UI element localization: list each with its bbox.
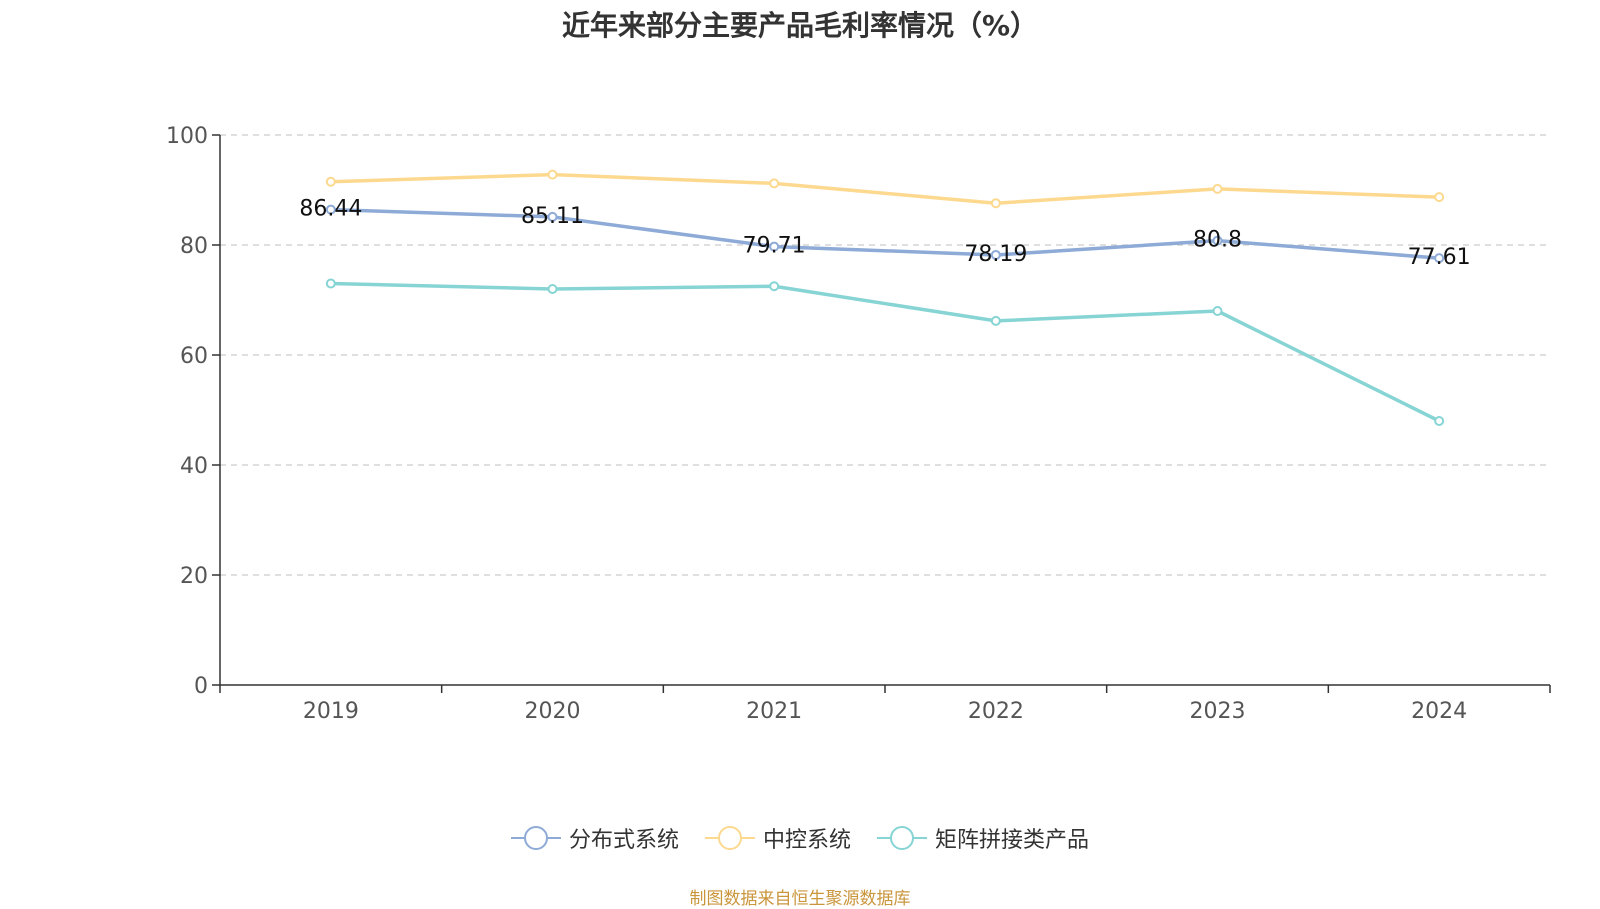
- axes: 0 20 40 60 80 100 2019 2020 2021 2022 2023 2024: [166, 124, 1551, 724]
- legend-line-marker-icon: [877, 825, 927, 851]
- x-tick-label: 2022: [968, 699, 1024, 724]
- data-labels: 86.44 85.11 79.71 78.19 80.8 77.61: [299, 197, 1470, 271]
- data-label: 86.44: [299, 197, 362, 222]
- data-point: [769, 178, 780, 189]
- legend-line-marker-icon: [704, 825, 755, 851]
- legend-item[interactable]: 矩阵拼接类产品: [877, 822, 1089, 854]
- data-label: 79.71: [743, 234, 806, 259]
- data-point: [769, 241, 780, 252]
- y-tick-label: 60: [180, 344, 208, 369]
- x-tick-label: 2023: [1190, 699, 1246, 724]
- y-tick-label: 40: [180, 454, 208, 479]
- data-point: [1434, 253, 1445, 264]
- x-tick-label: 2020: [525, 699, 581, 724]
- gridlines: [220, 134, 1550, 576]
- legend-label: 矩阵拼接类产品: [935, 828, 1090, 853]
- data-point: [547, 169, 558, 180]
- data-point: [1434, 416, 1445, 426]
- legend: 分布式系统 中控系统 矩阵拼接类产品: [0, 822, 1600, 854]
- data-point: [1434, 192, 1445, 203]
- y-tick-label: 20: [180, 564, 208, 589]
- legend-item[interactable]: 中控系统: [704, 822, 851, 854]
- data-point: [1212, 235, 1223, 246]
- data-point: [769, 281, 780, 292]
- source-note: 制图数据来自恒生聚源数据库: [689, 889, 911, 909]
- data-point: [325, 204, 336, 215]
- legend-line-marker-icon: [510, 825, 561, 851]
- data-label: 77.61: [1408, 245, 1471, 270]
- series-line: [330, 172, 1440, 205]
- data-point: [990, 198, 1001, 209]
- series-line: [330, 281, 1440, 423]
- legend-item[interactable]: 分布式系统: [510, 822, 679, 854]
- series-lines: [325, 169, 1445, 426]
- legend-label: 分布式系统: [568, 828, 679, 853]
- data-point: [1212, 183, 1223, 194]
- data-label: 85.11: [521, 204, 584, 229]
- data-point: [325, 176, 336, 187]
- x-tick-label: 2019: [303, 699, 359, 724]
- y-tick-label: 0: [194, 674, 208, 699]
- data-label: 78.19: [964, 242, 1027, 267]
- x-tick-label: 2024: [1411, 699, 1467, 724]
- y-tick-label: 80: [180, 234, 208, 259]
- series-line: [330, 207, 1440, 260]
- data-point: [1212, 306, 1223, 316]
- y-tick-label: 100: [166, 124, 208, 149]
- data-label: 80.8: [1193, 228, 1242, 253]
- data-point: [325, 278, 336, 289]
- data-point: [547, 284, 558, 294]
- legend-label: 中控系统: [762, 828, 851, 853]
- data-point: [990, 249, 1001, 260]
- chart-title: 近年来部分主要产品毛利率情况（%）: [561, 9, 1039, 42]
- data-point: [547, 211, 558, 222]
- data-point: [990, 315, 1001, 326]
- x-tick-label: 2021: [746, 699, 802, 724]
